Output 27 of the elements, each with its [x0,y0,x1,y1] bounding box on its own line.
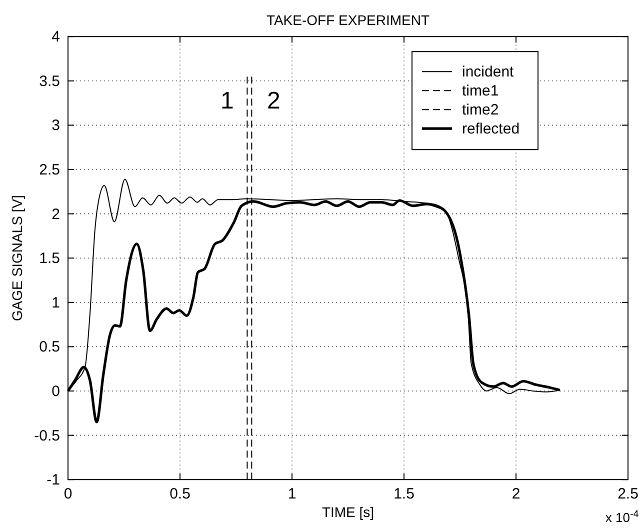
y-tick-label: -0.5 [34,427,60,444]
text: x 10$^{-4}$ [605,508,640,525]
y-tick-label: 4 [52,28,60,46]
y-axis-title: GAGE SIGNALS [V] [9,195,25,322]
y-tick-label: 3.5 [39,72,60,90]
y-tick-label: 2.5 [39,162,60,178]
x-tick-label: 2 [512,486,520,503]
x-tick-label: 0.5 [170,486,190,503]
legend-label: time1 [462,82,499,100]
x-tick-label: 1 [288,486,296,503]
annotation: 1 [220,88,234,115]
y-tick-label: 1 [52,294,60,312]
x-tick-label: 0 [64,486,72,503]
y-tick-label: -1 [46,472,60,489]
legend-label: incident [462,64,515,81]
y-tick-label: 0.5 [39,338,60,356]
legend-label: time2 [462,102,499,119]
chart-title: TAKE-OFF EXPERIMENT [266,12,430,28]
x-tick-label: 2.5 [618,486,638,503]
x-axis-title: TIME [s] [322,504,374,520]
y-tick-label: 2 [52,206,60,223]
y-tick-label: 3 [52,117,60,134]
legend-label: reflected [462,120,520,138]
annotation: 2 [267,88,280,115]
x-tick-label: 1.5 [394,486,414,503]
y-tick-label: 0 [52,383,60,400]
y-tick-label: 1.5 [39,250,60,268]
